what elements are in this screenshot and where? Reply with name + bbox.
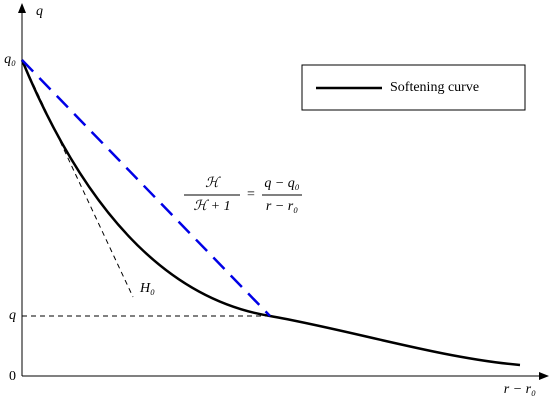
softening-curve xyxy=(20,59,521,367)
y-tick-label: 0 xyxy=(9,369,16,384)
tangent-line xyxy=(21,59,134,298)
formula-equals: = xyxy=(247,187,255,202)
formula-rhs-denominator: r − r₀ xyxy=(266,199,298,214)
formula-rhs-numerator: q − q₀ xyxy=(264,176,299,191)
legend: Softening curve xyxy=(301,64,526,111)
y-axis-label: q xyxy=(36,4,43,19)
formula: ℋ ℋ + 1 = q − q₀ r − r₀ xyxy=(184,176,302,214)
formula-lhs-numerator: ℋ xyxy=(205,176,221,191)
secant-line xyxy=(21,59,271,317)
formula-lhs-denominator: ℋ + 1 xyxy=(193,199,230,214)
tangent-label: H₀ xyxy=(139,281,155,296)
x-axis-label: r − r₀ xyxy=(504,382,536,397)
y-tick-label: q₀ xyxy=(4,52,16,67)
legend-label: Softening curve xyxy=(390,80,479,95)
y-tick-label: q xyxy=(9,308,16,323)
